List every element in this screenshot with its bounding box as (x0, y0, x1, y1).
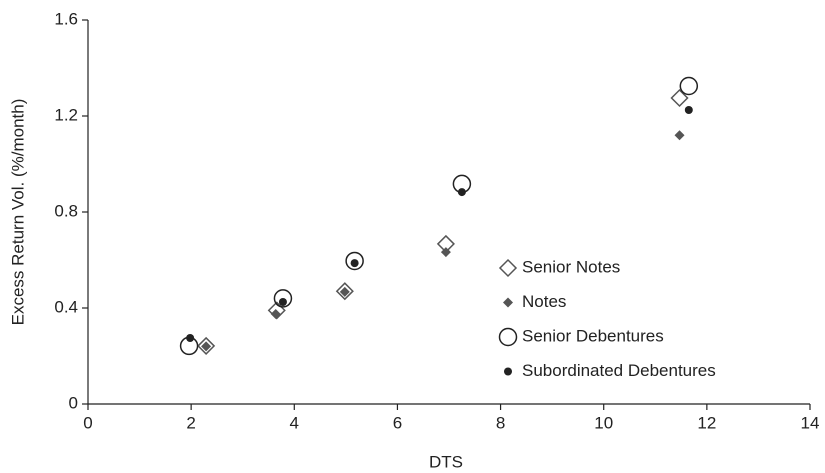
legend-marker (498, 327, 518, 347)
point (670, 88, 689, 108)
point (186, 334, 195, 342)
point (440, 247, 451, 258)
point (201, 341, 212, 352)
legend-marker (503, 297, 513, 308)
point (273, 289, 293, 308)
x-tick-label: 4 (290, 413, 299, 432)
legend-label: Subordinated Debentures (522, 361, 716, 380)
point (335, 282, 354, 301)
y-tick-label: 0 (69, 393, 78, 412)
legend-marker (504, 367, 512, 376)
point (270, 309, 281, 319)
x-tick-label: 8 (496, 413, 505, 432)
point (679, 76, 699, 96)
point (674, 130, 685, 141)
y-tick-label: 1.2 (54, 105, 78, 124)
y-tick-label: 0.4 (54, 297, 78, 316)
x-tick-label: 12 (697, 413, 716, 432)
y-axis-label: Excess Return Vol. (%/month) (8, 99, 27, 326)
point (339, 286, 350, 297)
point (684, 106, 693, 114)
point (278, 298, 287, 306)
point (345, 251, 364, 271)
y-tick-label: 1.6 (54, 9, 78, 28)
x-tick-label: 0 (83, 413, 92, 432)
x-tick-label: 2 (186, 413, 195, 432)
x-axis-label: DTS (429, 452, 463, 471)
legend-label: Senior Notes (522, 257, 620, 276)
point (350, 259, 359, 268)
legend-marker (498, 258, 518, 278)
y-tick-label: 0.8 (54, 201, 78, 220)
point (267, 301, 286, 320)
point (197, 336, 216, 355)
x-tick-label: 6 (393, 413, 402, 432)
x-tick-label: 14 (801, 413, 820, 432)
legend-label: Senior Debentures (522, 326, 664, 345)
legend-label: Notes (522, 292, 566, 311)
x-tick-label: 10 (594, 413, 613, 432)
point (457, 188, 466, 197)
